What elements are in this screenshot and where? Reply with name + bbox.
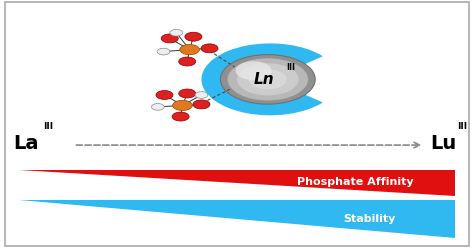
Circle shape xyxy=(195,92,208,98)
Circle shape xyxy=(172,112,189,121)
Circle shape xyxy=(156,91,173,99)
Circle shape xyxy=(193,100,210,109)
Circle shape xyxy=(180,44,200,55)
Circle shape xyxy=(185,32,202,41)
Circle shape xyxy=(220,55,315,104)
Circle shape xyxy=(201,44,218,53)
Circle shape xyxy=(237,63,299,95)
Circle shape xyxy=(228,58,308,100)
Circle shape xyxy=(179,57,196,66)
Circle shape xyxy=(161,34,178,43)
Circle shape xyxy=(170,29,182,36)
Polygon shape xyxy=(19,170,455,196)
Text: III: III xyxy=(457,123,467,131)
Circle shape xyxy=(152,104,164,110)
Text: La: La xyxy=(13,134,39,153)
Text: Stability: Stability xyxy=(344,214,396,224)
Circle shape xyxy=(249,69,287,89)
Circle shape xyxy=(157,48,170,55)
Wedge shape xyxy=(201,43,323,115)
Text: III: III xyxy=(286,63,295,72)
Text: III: III xyxy=(44,123,54,131)
Circle shape xyxy=(173,100,192,111)
Circle shape xyxy=(179,89,196,98)
Text: Phosphate Affinity: Phosphate Affinity xyxy=(297,177,414,186)
Text: Lu: Lu xyxy=(430,134,456,153)
Polygon shape xyxy=(19,200,455,238)
Text: Ln: Ln xyxy=(254,72,274,87)
Circle shape xyxy=(236,61,272,80)
